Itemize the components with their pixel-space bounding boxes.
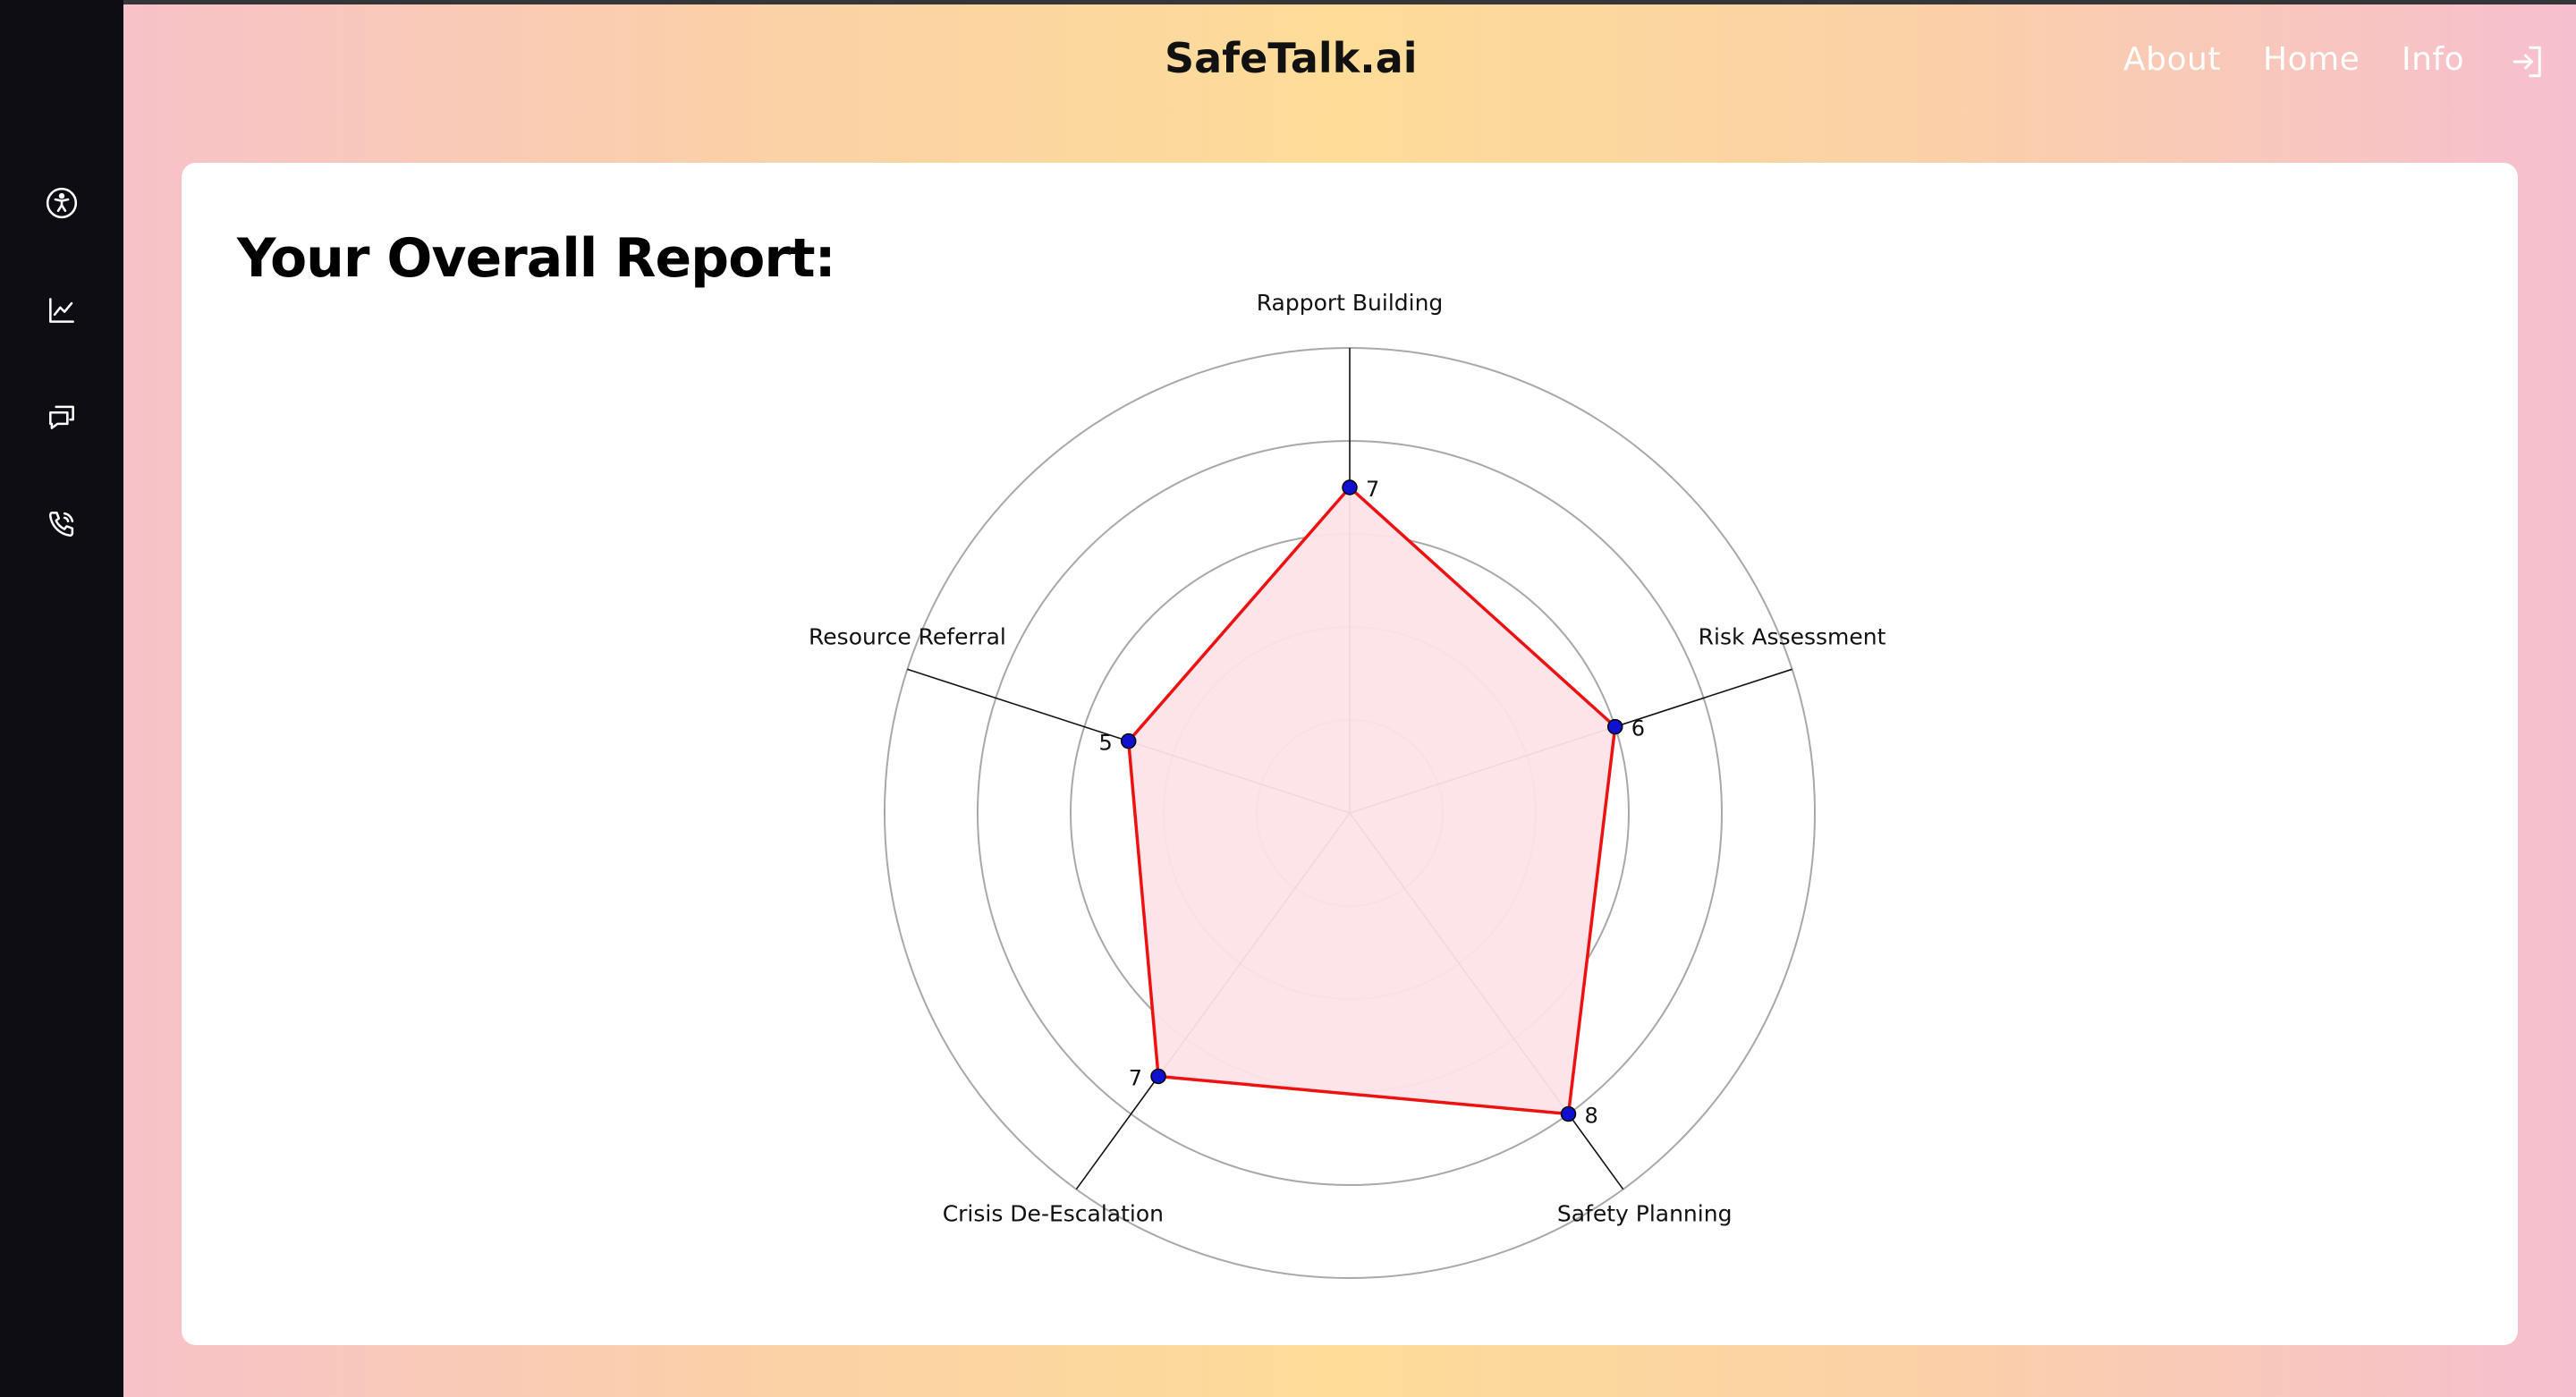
accessibility-icon[interactable] xyxy=(39,181,84,225)
radar-value-label: 7 xyxy=(1129,1065,1142,1090)
radar-axis-label: Rapport Building xyxy=(1257,290,1444,316)
logout-icon[interactable] xyxy=(2510,41,2547,82)
radar-axis-label: Safety Planning xyxy=(1557,1201,1733,1227)
radar-value-label: 8 xyxy=(1585,1104,1598,1129)
radar-value-label: 6 xyxy=(1631,716,1645,741)
radar-point xyxy=(1606,718,1623,735)
radar-axis-label: Resource Referral xyxy=(809,623,1006,649)
report-title: Your Overall Report: xyxy=(237,227,836,290)
chat-icon[interactable] xyxy=(39,394,84,439)
radar-value-label: 7 xyxy=(1366,477,1379,502)
nav-about-link[interactable]: About xyxy=(2123,41,2221,78)
sidebar xyxy=(0,0,123,1397)
window-top-edge xyxy=(0,0,2576,4)
radar-value-label: 5 xyxy=(1098,731,1112,756)
nav-home-link[interactable]: Home xyxy=(2263,41,2360,78)
radar-point xyxy=(1120,732,1137,749)
phone-icon[interactable] xyxy=(39,502,84,546)
radar-axis-label: Crisis De-Escalation xyxy=(943,1201,1164,1227)
radar-point xyxy=(1560,1105,1577,1122)
radar-chart: 7 6 8 7 5 Rapport Building Risk Assessment Safe… xyxy=(809,290,1886,1279)
radar-point xyxy=(1150,1068,1166,1085)
brand-logo-text[interactable]: SafeTalk.ai xyxy=(1165,34,1418,82)
chart-icon[interactable] xyxy=(39,288,84,333)
radar-point xyxy=(1342,479,1358,495)
nav-info-link[interactable]: Info xyxy=(2402,41,2465,78)
report-card: Your Overall Report: 7 6 8 7 5 Rapport Buildi… xyxy=(182,163,2518,1345)
radar-data-area xyxy=(1126,486,1617,1116)
radar-axis-label: Risk Assessment xyxy=(1699,623,1886,649)
